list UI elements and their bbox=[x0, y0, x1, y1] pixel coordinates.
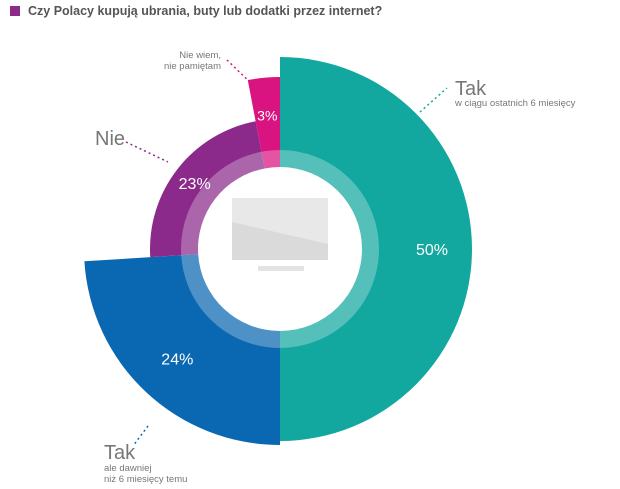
label-tak-earlier-sub2: niż 6 miesięcy temu bbox=[104, 474, 188, 485]
leader-lines bbox=[125, 59, 448, 447]
value-label-tak-earlier: 24% bbox=[161, 351, 193, 368]
value-label-nie: 23% bbox=[179, 176, 211, 193]
slice-tak-recent bbox=[280, 57, 472, 441]
inner-ring-overlay bbox=[181, 150, 379, 348]
chart-title-row: Czy Polacy kupują ubrania, buty lub doda… bbox=[10, 4, 382, 18]
slice-nie bbox=[150, 121, 265, 258]
slice-nie-wiem bbox=[247, 77, 280, 169]
slice-tak-earlier bbox=[84, 254, 280, 445]
leader-nie bbox=[125, 141, 169, 163]
monitor-icon bbox=[232, 198, 328, 271]
value-label-tak-recent: 50% bbox=[416, 242, 448, 259]
label-nie-main: Nie bbox=[95, 128, 126, 150]
label-nie-wiem-line1: Nie wiem, bbox=[179, 50, 221, 61]
label-nie-wiem-line2: nie pamiętam bbox=[163, 61, 221, 72]
value-labels: 50% 24% 23% 3% bbox=[161, 108, 448, 369]
chart-title: Czy Polacy kupują ubrania, buty lub doda… bbox=[28, 4, 383, 18]
label-tak-recent-main: Tak bbox=[455, 78, 487, 100]
title-marker bbox=[10, 6, 20, 16]
leader-tak-recent bbox=[419, 87, 448, 113]
label-tak-recent-sub: w ciągu ostatnich 6 miesięcy bbox=[455, 98, 576, 109]
slices-group bbox=[84, 57, 472, 445]
leader-tak-earlier bbox=[132, 425, 149, 447]
label-tak-earlier-sub1: ale dawniej bbox=[104, 463, 152, 474]
value-label-nie-wiem: 3% bbox=[257, 108, 277, 124]
leader-nie-wiem bbox=[226, 59, 255, 87]
label-tak-earlier-main: Tak bbox=[104, 442, 136, 464]
